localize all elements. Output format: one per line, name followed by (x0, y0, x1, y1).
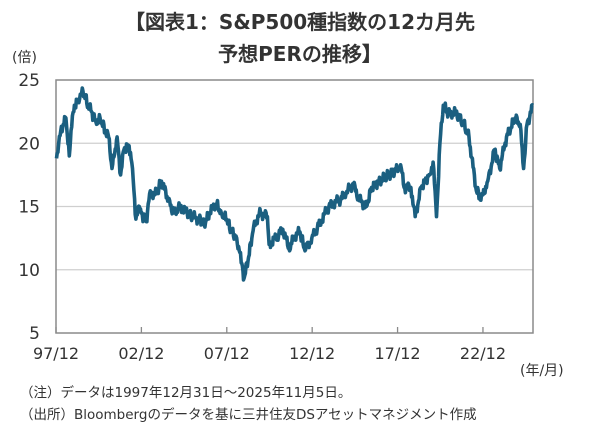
y-tick-label: 10 (18, 261, 40, 281)
chart-title-line2: 予想PERの推移】 (218, 42, 382, 66)
y-tick-label: 5 (29, 324, 40, 344)
per-series-line (54, 86, 535, 282)
y-tick-label: 15 (18, 198, 40, 218)
x-tick-label: 97/12 (33, 344, 79, 363)
x-tick-label: 07/12 (204, 344, 250, 363)
x-tick-label: 22/12 (460, 344, 506, 363)
note-source: （出所）Bloombergのデータを基に三井住友DSアセットマネジメント作成 (20, 407, 477, 423)
x-tick-label: 02/12 (118, 344, 164, 363)
x-axis-label: (年/月) (520, 363, 564, 379)
y-axis-label: (倍) (12, 50, 37, 66)
chart-title-line1: 【図表1：S&P500種指数の12カ月先 (125, 10, 475, 34)
y-tick-label: 20 (18, 134, 40, 154)
note-period: （注）データは1997年12月31日～2025年11月5日。 (20, 385, 352, 401)
plot-frame (55, 79, 534, 334)
y-tick-label: 25 (18, 71, 40, 91)
x-tick-label: 12/12 (289, 344, 335, 363)
x-tick-label: 17/12 (375, 344, 421, 363)
